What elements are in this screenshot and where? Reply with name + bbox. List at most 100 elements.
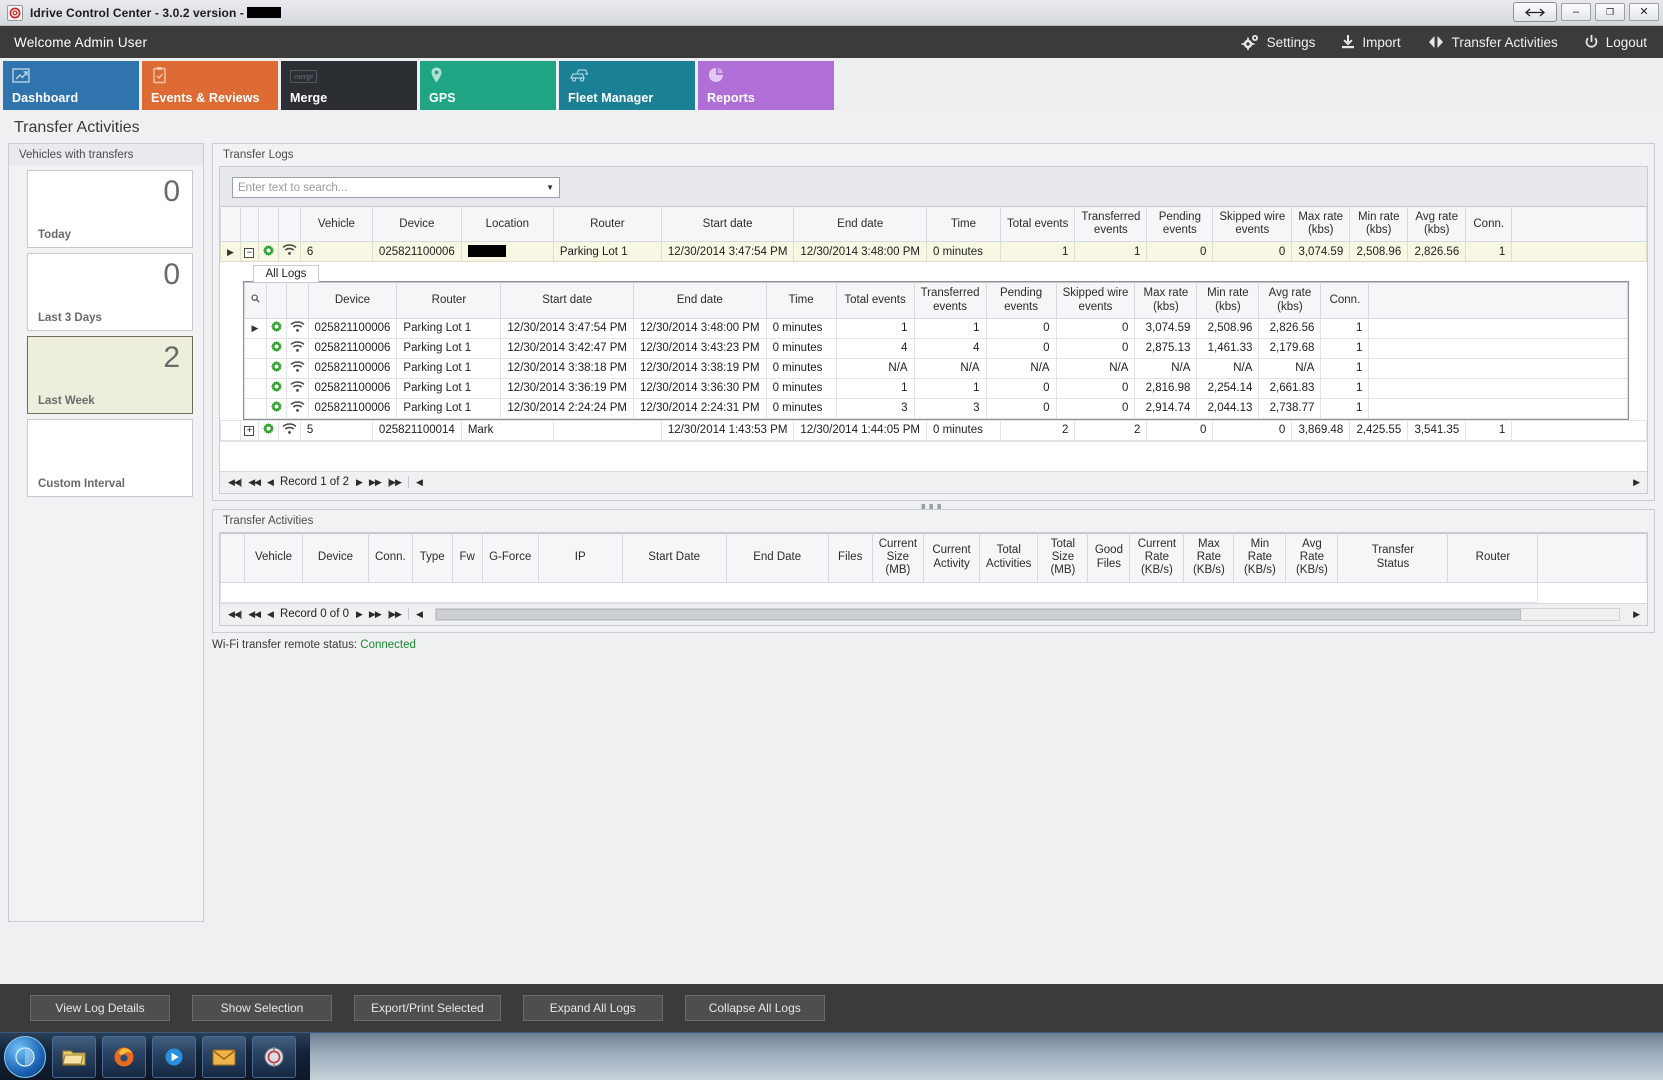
tab-all-logs[interactable]: All Logs (252, 265, 320, 283)
header-item-settings[interactable]: Settings (1240, 34, 1315, 50)
nav-tile-reports[interactable]: Reports (698, 61, 834, 110)
col-detail-min-rate[interactable]: Min rate (kbs) (1196, 282, 1260, 319)
nav-tile-fleet-manager[interactable]: Fleet Manager (559, 61, 695, 110)
explorer-icon[interactable] (52, 1035, 96, 1078)
col-ta-current-activity[interactable]: Current Activity (923, 532, 981, 583)
col-ta-total-size-mb[interactable]: Total Size (MB) (1037, 532, 1089, 583)
chevron-down-icon[interactable]: ▼ (546, 183, 554, 192)
first-page-button[interactable]: ◀◀| (228, 608, 242, 619)
header-item-transfer-activities[interactable]: Transfer Activities (1427, 34, 1558, 50)
scrollbar-thumb[interactable] (435, 608, 1521, 620)
first-page-button[interactable]: ◀◀| (228, 476, 242, 487)
pager-scroll-left[interactable]: ◀ (415, 476, 423, 487)
search-icon[interactable] (250, 294, 260, 306)
search-input[interactable] (233, 178, 533, 197)
close-button[interactable]: ✕ (1629, 3, 1659, 21)
col-max-rate[interactable]: Max rate (kbs) (1291, 205, 1351, 243)
next-record-button[interactable]: ▶ (356, 608, 363, 619)
sidebar-card-last-week[interactable]: 2 Last Week (27, 336, 193, 414)
col-time[interactable]: Time (925, 205, 1001, 243)
col-ta-type[interactable]: Type (411, 532, 453, 583)
hscroll-left-button[interactable]: ◀ (415, 608, 423, 619)
prev-record-button[interactable]: ◀ (267, 608, 274, 619)
restore-down-button[interactable] (1513, 2, 1557, 22)
col-ta-conn[interactable]: Conn. (368, 532, 413, 583)
app-icon[interactable] (252, 1035, 296, 1078)
mail-icon[interactable] (202, 1035, 246, 1078)
horizontal-scrollbar[interactable] (434, 607, 1621, 621)
col-detail-skipped-wire-events[interactable]: Skipped wire events (1055, 282, 1136, 319)
col-ta-files[interactable]: Files (827, 532, 873, 583)
prev-record-button[interactable]: ◀ (267, 476, 274, 487)
col-detail-avg-rate[interactable]: Avg rate (kbs) (1258, 282, 1322, 319)
next-page-button[interactable]: ▶▶ (368, 608, 382, 619)
panel-splitter[interactable]: ▖▖▖ (921, 499, 946, 510)
col-ta-avg-rate-kb-s[interactable]: Avg Rate (KB/s) (1285, 532, 1339, 583)
nav-tile-events-reviews[interactable]: Events & Reviews (142, 61, 278, 110)
hscroll-right-button[interactable]: ▶ (1633, 608, 1640, 619)
next-record-button[interactable]: ▶ (356, 476, 363, 487)
col-ta-total-activities[interactable]: Total Activities (979, 532, 1039, 583)
prev-page-button[interactable]: ◀◀ (248, 476, 261, 487)
next-page-button[interactable]: ▶▶ (368, 476, 382, 487)
col-detail-end-date[interactable]: End date (632, 282, 767, 319)
start-orb-icon[interactable] (4, 1035, 46, 1078)
col-ta-start-date[interactable]: Start Date (621, 532, 727, 583)
col-detail-device[interactable]: Device (307, 282, 398, 319)
col-ta-fw[interactable]: Fw (451, 532, 483, 583)
col-skipped-wire-events[interactable]: Skipped wire events (1212, 205, 1293, 243)
col-ta-vehicle[interactable]: Vehicle (244, 532, 303, 583)
row-expander-cell[interactable]: − (239, 241, 259, 263)
col-detail-max-rate[interactable]: Max rate (kbs) (1134, 282, 1198, 319)
view-log-details-button[interactable]: View Log Details (30, 995, 170, 1021)
sidebar-card-today[interactable]: 0 Today (27, 170, 193, 248)
col-transferred-events[interactable]: Transferred events (1074, 205, 1148, 243)
table-row[interactable]: + 5 02 (220, 419, 1647, 441)
last-page-button[interactable]: |▶▶ (387, 476, 402, 487)
col-pending-events[interactable]: Pending events (1146, 205, 1214, 243)
prev-page-button[interactable]: ◀◀ (248, 608, 261, 619)
col-ta-g-force[interactable]: G-Force (481, 532, 539, 583)
header-item-logout[interactable]: Logout (1584, 34, 1647, 50)
col-detail-start-date[interactable]: Start date (500, 282, 634, 319)
last-page-button[interactable]: |▶▶ (387, 608, 402, 619)
col-ta-good-files[interactable]: Good Files (1087, 532, 1131, 583)
col-router[interactable]: Router (552, 205, 662, 243)
expand-icon[interactable]: + (244, 426, 255, 437)
collapse-icon[interactable]: − (244, 247, 255, 258)
col-detail-transferred-events[interactable]: Transferred events (913, 282, 987, 319)
col-vehicle[interactable]: Vehicle (299, 205, 373, 243)
collapse-all-logs-button[interactable]: Collapse All Logs (684, 995, 825, 1021)
expand-all-logs-button[interactable]: Expand All Logs (522, 995, 663, 1021)
col-ta-max-rate-kb-s[interactable]: Max Rate (KB/s) (1183, 532, 1235, 583)
col-ta-router[interactable]: Router (1447, 532, 1539, 583)
show-selection-button[interactable]: Show Selection (192, 995, 332, 1021)
col-detail-total-events[interactable]: Total events (835, 282, 915, 319)
col-ta-end-date[interactable]: End Date (725, 532, 829, 583)
sidebar-card-last-3-days[interactable]: 0 Last 3 Days (27, 253, 193, 331)
col-total-events[interactable]: Total events (999, 205, 1076, 243)
table-row[interactable]: 025821100006 Parking Lot 1 12/30/2014 2:24… (243, 397, 1628, 419)
col-ta-current-rate-kb-s[interactable]: Current Rate (KB/s) (1129, 532, 1185, 583)
col-search-icon[interactable] (243, 282, 267, 319)
col-ta-ip[interactable]: IP (537, 532, 623, 583)
col-detail-pending-events[interactable]: Pending events (985, 282, 1057, 319)
sidebar-card-custom-interval[interactable]: Custom Interval (27, 419, 193, 497)
col-device[interactable]: Device (371, 205, 462, 243)
col-ta-device[interactable]: Device (302, 532, 369, 583)
table-row[interactable]: ▶ − 6 (220, 241, 1647, 263)
row-expander-cell[interactable]: + (239, 419, 259, 441)
minimize-button[interactable]: – (1561, 3, 1591, 21)
nav-tile-gps[interactable]: GPS (420, 61, 556, 110)
table-row[interactable]: 025821100006 Parking Lot 1 12/30/2014 3:42… (243, 337, 1628, 359)
header-item-import[interactable]: Import (1341, 34, 1401, 50)
maximize-button[interactable]: ❒ (1595, 3, 1625, 21)
col-detail-conn[interactable]: Conn. (1320, 282, 1370, 319)
nav-tile-merge[interactable]: merge Merge (281, 61, 417, 110)
col-conn[interactable]: Conn. (1465, 205, 1513, 243)
firefox-icon[interactable] (102, 1035, 146, 1078)
col-detail-router[interactable]: Router (396, 282, 502, 319)
col-ta-current-size-mb[interactable]: Current Size (MB) (871, 532, 925, 583)
export-print-selected-button[interactable]: Export/Print Selected (354, 995, 501, 1021)
pager-scroll-right[interactable]: ▶ (1633, 476, 1640, 487)
